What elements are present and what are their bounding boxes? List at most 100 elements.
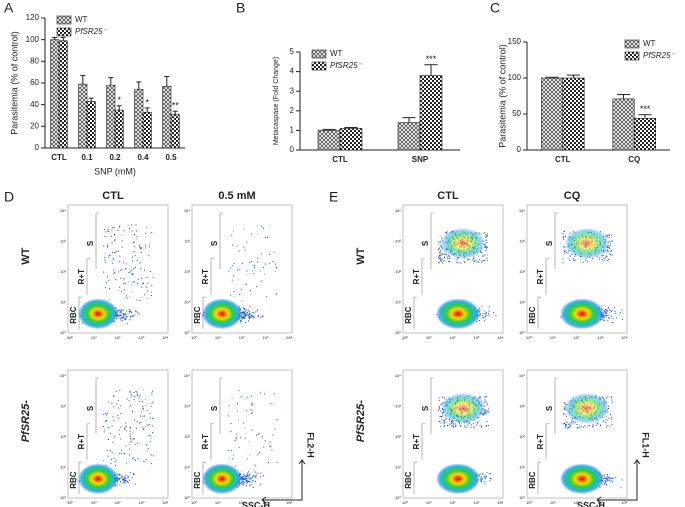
- event-dot: [599, 257, 600, 258]
- event-dot: [482, 478, 483, 479]
- error-bar: [164, 77, 169, 87]
- event-dot: [123, 483, 124, 484]
- event-dot: [270, 446, 271, 447]
- event-dot: [103, 246, 104, 247]
- event-dot: [118, 271, 119, 272]
- decade-label: 10⁰: [67, 335, 73, 340]
- event-dot: [108, 231, 109, 232]
- event-dot: [112, 227, 113, 228]
- event-dot: [245, 322, 246, 323]
- event-dot: [147, 410, 148, 411]
- event-dot: [479, 308, 480, 309]
- decade-label: 10²: [450, 500, 456, 505]
- event-dot: [146, 444, 147, 445]
- event-dot: [243, 423, 244, 424]
- decade-label: 10¹: [519, 465, 525, 470]
- event-dot: [486, 312, 487, 313]
- gate-label: RBC: [404, 471, 413, 489]
- event-dot: [244, 318, 245, 319]
- event-dot: [135, 391, 136, 392]
- decade-label: 10⁴: [621, 335, 627, 340]
- event-dot: [606, 416, 607, 417]
- event-dot: [563, 237, 564, 238]
- event-dot: [604, 311, 605, 312]
- event-dot: [441, 261, 442, 262]
- event-dot: [107, 245, 108, 246]
- event-dot: [604, 316, 605, 317]
- event-dot: [135, 314, 136, 315]
- legend-label: PfSR25⁻: [75, 27, 108, 36]
- x-tick-label: SNP: [412, 155, 429, 164]
- event-dot: [105, 413, 106, 414]
- event-dot: [486, 240, 487, 241]
- event-dot: [480, 310, 481, 311]
- gate-label: R+T: [201, 269, 210, 284]
- event-dot: [271, 450, 272, 451]
- event-dot: [150, 271, 151, 272]
- event-dot: [445, 419, 446, 420]
- event-dot: [486, 258, 487, 259]
- event-dot: [124, 429, 125, 430]
- event-dot: [449, 256, 450, 257]
- event-dot: [142, 427, 143, 428]
- event-dot: [137, 421, 138, 422]
- event-dot: [242, 484, 243, 485]
- event-dot: [135, 484, 136, 485]
- event-dot: [143, 429, 144, 430]
- error-bar: [173, 111, 178, 114]
- event-dot: [120, 320, 121, 321]
- event-dot: [147, 298, 148, 299]
- event-dot: [487, 260, 488, 261]
- event-dot: [241, 321, 242, 322]
- bar: [79, 84, 87, 148]
- event-dot: [482, 474, 483, 475]
- event-dot: [116, 459, 117, 460]
- event-dot: [112, 442, 113, 443]
- density-plot: 10⁰10⁰10¹10¹10²10²10³10³10⁴10⁴SR+TRBC: [184, 205, 293, 340]
- event-dot: [563, 414, 564, 415]
- event-dot: [132, 439, 133, 440]
- event-dot: [258, 316, 259, 317]
- event-dot: [487, 235, 488, 236]
- event-dot: [131, 394, 132, 395]
- event-dot: [145, 399, 146, 400]
- event-dot: [440, 404, 441, 405]
- decade-label: 10⁰: [395, 495, 401, 500]
- event-dot: [106, 415, 107, 416]
- gate-label: R+T: [201, 434, 210, 449]
- event-dot: [233, 230, 234, 231]
- event-dot: [260, 473, 261, 474]
- event-dot: [128, 314, 129, 315]
- event-dot: [141, 248, 142, 249]
- event-dot: [446, 232, 447, 233]
- event-dot: [274, 393, 275, 394]
- event-dot: [487, 254, 488, 255]
- event-dot: [606, 484, 607, 485]
- event-dot: [562, 409, 563, 410]
- event-dot: [243, 247, 244, 248]
- bar: [420, 76, 442, 150]
- event-dot: [593, 424, 594, 425]
- event-dot: [249, 455, 250, 456]
- event-dot: [246, 485, 247, 486]
- event-dot: [147, 290, 148, 291]
- event-dot: [605, 422, 606, 423]
- gate-label: RBC: [69, 306, 78, 324]
- event-dot: [619, 314, 620, 315]
- event-dot: [252, 403, 253, 404]
- event-dot: [606, 312, 607, 313]
- event-dot: [488, 408, 489, 409]
- gate-label: R+T: [536, 434, 545, 449]
- event-dot: [236, 246, 237, 247]
- event-dot: [107, 229, 108, 230]
- event-dot: [151, 392, 152, 393]
- event-dot: [131, 274, 132, 275]
- decade-label: 10⁰: [67, 500, 73, 505]
- event-dot: [245, 476, 246, 477]
- event-dot: [569, 260, 570, 261]
- event-dot: [609, 237, 610, 238]
- event-dot: [230, 431, 231, 432]
- bar: [541, 78, 562, 150]
- event-dot: [242, 478, 243, 479]
